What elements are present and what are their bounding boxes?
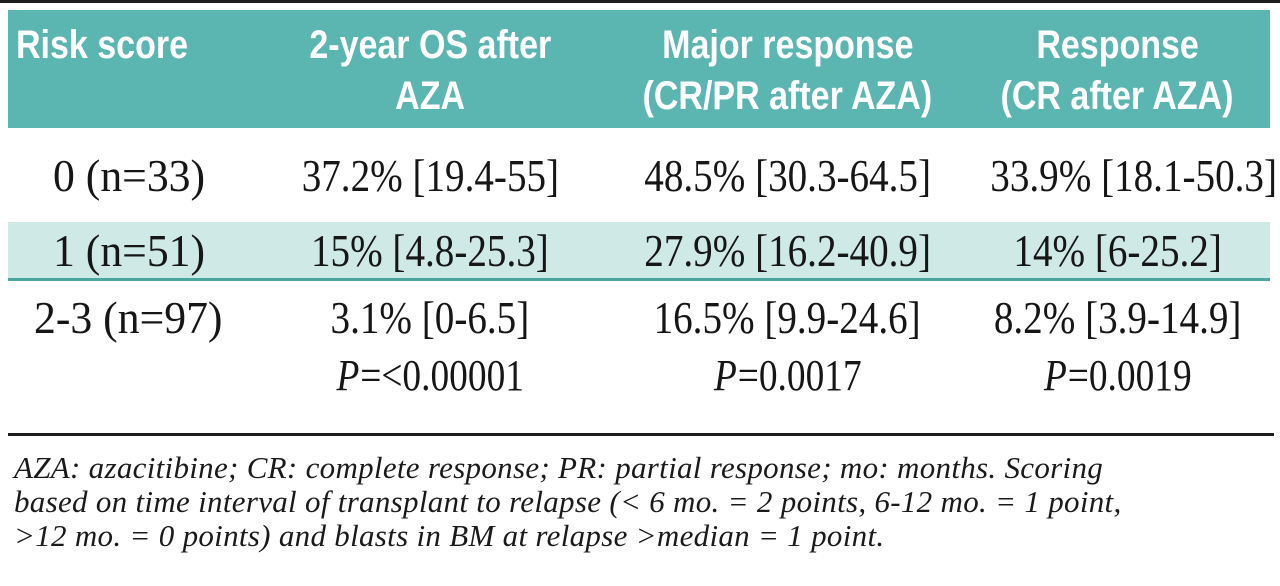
header-text: Major response [661, 23, 914, 67]
cell-text: 0 (n=33) [52, 149, 206, 201]
cell-text: 14% [6-25.2] [1013, 224, 1222, 276]
header-text: (CR/PR after AZA) [642, 74, 933, 118]
footnote-line: AZA: azacitibine; CR: complete response;… [14, 450, 1104, 485]
p-value-os: P=<0.00001 [250, 352, 610, 400]
cell-text: 8.2% [3.9-14.9] [993, 292, 1242, 343]
footnote-line: based on time interval of transplant to … [14, 484, 1122, 519]
cell-risk-score: 1 (n=51) [8, 224, 250, 277]
cell-major-response-with-pvalue: 16.5% [9.9-24.6] P=0.0017 [610, 284, 965, 400]
cell-major-response: 27.9% [16.2-40.9] [610, 224, 965, 277]
top-rule [0, 0, 1280, 3]
header-text: 2-year OS after [309, 23, 551, 67]
header-text: AZA [395, 74, 465, 118]
table-footnote: AZA: azacitibine; CR: complete response;… [14, 451, 1122, 553]
cell-response: 33.9% [18.1-50.3] [965, 149, 1277, 202]
cell-response-with-pvalue: 8.2% [3.9-14.9] P=0.0019 [965, 284, 1270, 400]
cell-text: 1 (n=51) [52, 224, 206, 276]
column-header-response: Response (CR after AZA) [965, 20, 1270, 128]
cell-text: 37.2% [19.4-55] [301, 149, 559, 201]
cell-2yr-os: 37.2% [19.4-55] [250, 149, 610, 202]
p-symbol: P [336, 351, 360, 400]
column-header-risk-score: Risk score [8, 20, 250, 128]
cell-text: 48.5% [30.3-64.5] [644, 149, 931, 201]
cell-text: 27.9% [16.2-40.9] [644, 224, 931, 276]
header-text: (CR after AZA) [1001, 74, 1234, 118]
p-value-response: P=0.0019 [965, 352, 1270, 400]
table-row-risk-2-3: 2-3 (n=97) 3.1% [0-6.5] P=<0.00001 16.5%… [8, 284, 1270, 400]
column-header-major-response: Major response (CR/PR after AZA) [610, 20, 965, 128]
table-row-risk-0: 0 (n=33) 37.2% [19.4-55] 48.5% [30.3-64.… [8, 128, 1277, 222]
p-value-text: =<0.00001 [359, 351, 524, 400]
cell-risk-score: 0 (n=33) [8, 149, 250, 202]
cell-2yr-os-with-pvalue: 3.1% [0-6.5] P=<0.00001 [250, 284, 610, 400]
cell-text: 3.1% [0-6.5] [330, 292, 530, 343]
cell-major-response: 48.5% [30.3-64.5] [610, 149, 965, 202]
table-row-risk-1-highlighted: 1 (n=51) 15% [4.8-25.3] 27.9% [16.2-40.9… [8, 222, 1270, 281]
p-value-major-response: P=0.0017 [610, 352, 965, 400]
cell-response: 14% [6-25.2] [965, 224, 1270, 277]
p-symbol: P [1043, 351, 1067, 400]
table-header-row: Risk score 2-year OS after AZA Major res… [8, 10, 1270, 128]
header-text: Response [1036, 23, 1199, 67]
column-header-2yr-os-after-aza: 2-year OS after AZA [250, 20, 610, 128]
cell-2yr-os: 15% [4.8-25.3] [250, 224, 610, 277]
footnote-line: >12 mo. = 0 points) and blasts in BM at … [14, 518, 885, 553]
cell-text: 2-3 (n=97) [33, 292, 223, 343]
p-value-text: =0.0017 [737, 351, 862, 400]
p-symbol: P [713, 351, 737, 400]
footnote-divider-rule [8, 433, 1274, 436]
cell-text: 33.9% [18.1-50.3] [990, 149, 1277, 201]
cell-text: 16.5% [9.9-24.6] [653, 292, 922, 343]
header-text: Risk score [16, 23, 188, 67]
p-value-text: =0.0019 [1067, 351, 1192, 400]
cell-text: 15% [4.8-25.3] [311, 224, 549, 276]
cell-risk-score: 2-3 (n=97) [8, 284, 250, 352]
